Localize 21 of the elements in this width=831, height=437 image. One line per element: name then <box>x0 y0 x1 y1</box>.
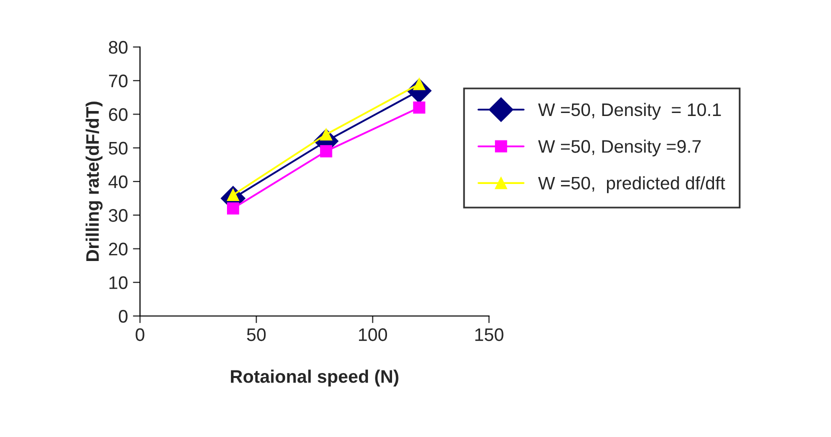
x-axis-title: Rotaional speed (N) <box>230 370 398 386</box>
legend-label: W =50, Density = 10.1 <box>538 102 721 120</box>
y-tick-label: 10 <box>109 276 128 290</box>
y-tick-label: 50 <box>108 142 128 155</box>
y-tick-label: 0 <box>118 310 128 323</box>
point <box>413 101 426 114</box>
y-tick-label: 40 <box>108 175 128 188</box>
y-tick-label: 70 <box>109 74 128 88</box>
point <box>320 145 332 158</box>
legend-label: W =50, predicted df/dft <box>538 176 726 194</box>
x-tick-label: 0 <box>136 328 144 342</box>
y-tick-label: 80 <box>108 40 128 54</box>
x-tick-label: 100 <box>358 328 388 342</box>
x-tick-label: 50 <box>247 328 266 342</box>
y-tick-label: 60 <box>109 108 128 121</box>
x-tick-label: 150 <box>475 328 504 342</box>
y-tick-label: 30 <box>108 209 128 222</box>
y-tick-label: 20 <box>109 242 128 256</box>
legend-label: W =50, Density =9.7 <box>538 140 701 156</box>
y-axis-title: Drilling rate(dF/dT) <box>86 102 103 262</box>
point <box>226 202 240 214</box>
